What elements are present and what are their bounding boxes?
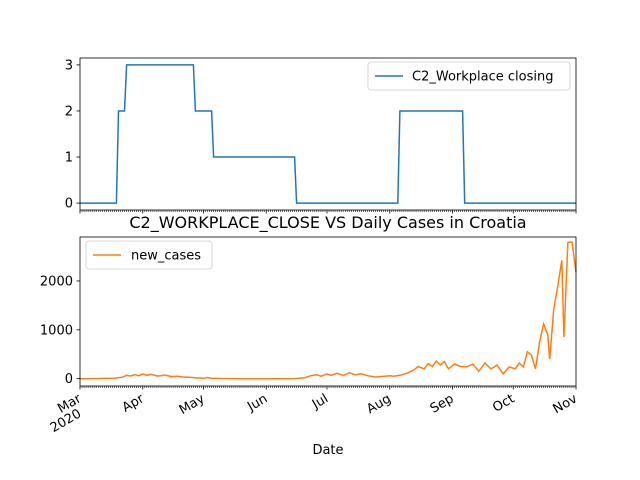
new-cases-line [79, 241, 577, 380]
bottom-legend: new_cases [85, 240, 213, 270]
bottom-plot-frame [79, 236, 577, 387]
bottom-y-tick-label: 1000 [40, 323, 73, 338]
bottom-y-tick-label: 0 [65, 372, 73, 387]
bottom-y-ticks: 0 1000 2000 [40, 274, 80, 387]
chart-title: C2_WORKPLACE_CLOSE VS Daily Cases in Cro… [129, 213, 526, 233]
bottom-legend-box [85, 240, 213, 270]
top-legend-label: C2_Workplace closing [412, 70, 553, 85]
bottom-legend-label: new_cases [131, 249, 201, 264]
top-y-tick-label: 0 [65, 197, 73, 212]
bottom-y-tick-label: 2000 [40, 274, 73, 289]
top-plot-frame [79, 57, 577, 211]
top-y-tick-label: 2 [65, 104, 73, 119]
top-legend-box [367, 61, 571, 91]
top-subplot: 0 1 2 3 C2_Workplace closing [65, 57, 577, 214]
top-legend: C2_Workplace closing [367, 61, 571, 91]
top-y-ticks: 0 1 2 3 [65, 58, 80, 212]
x-axis-label: Date [312, 443, 343, 458]
top-y-tick-label: 1 [65, 151, 73, 166]
top-y-tick-label: 3 [65, 58, 73, 73]
workplace-closing-line [80, 64, 576, 204]
x-tick-label: Jul [309, 391, 331, 412]
